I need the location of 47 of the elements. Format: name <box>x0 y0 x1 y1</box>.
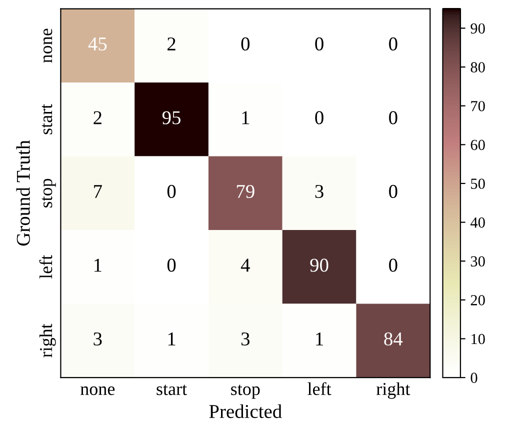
x-tick-label: start <box>156 384 187 396</box>
color-bar-label: 0 <box>470 372 478 383</box>
data-label: 7 <box>94 185 102 198</box>
data-label: 0 <box>315 111 324 124</box>
data-label: 1 <box>168 332 176 346</box>
data-label: 3 <box>94 332 102 346</box>
y-tick-label: right <box>39 324 56 358</box>
data-label: 2 <box>94 111 102 124</box>
x-tick-label: stop <box>231 384 260 399</box>
data-label: 0 <box>241 37 250 51</box>
color-bar-label: 20 <box>470 295 485 306</box>
data-label: 90 <box>310 258 328 272</box>
y-tick-label: stop <box>42 178 56 208</box>
data-label: 0 <box>167 184 176 198</box>
data-label: 0 <box>389 37 398 51</box>
color-bar-label: 50 <box>471 178 485 189</box>
color-bar-label: 60 <box>470 140 485 150</box>
data-label: 95 <box>162 111 180 124</box>
data-label: 3 <box>241 332 250 346</box>
color-bar-label: 40 <box>470 217 485 228</box>
x-tick-label: right <box>376 382 410 399</box>
data-label: 0 <box>389 184 398 198</box>
data-label: 3 <box>315 184 324 198</box>
color-bar-label: 80 <box>470 62 485 72</box>
x-tick-label: left <box>308 382 332 396</box>
data-label: 1 <box>316 332 323 346</box>
data-label: 79 <box>236 184 254 198</box>
data-label: 84 <box>384 332 403 346</box>
data-label: 4 <box>240 258 250 272</box>
y-tick-label: start <box>42 104 52 134</box>
y-axis-title: Ground Truth <box>16 140 30 246</box>
color-bar-label: 30 <box>470 256 485 267</box>
data-label: 1 <box>94 258 102 272</box>
y-tick-label: left <box>39 254 52 279</box>
data-label: 1 <box>242 111 250 124</box>
data-label: 0 <box>315 37 324 51</box>
x-axis-title: Predicted <box>209 404 282 418</box>
color-bar-label: 70 <box>471 100 485 112</box>
data-label: 45 <box>88 38 107 51</box>
data-label: 0 <box>389 111 398 124</box>
x-tick-label: none <box>80 386 115 396</box>
data-label: 0 <box>167 258 176 272</box>
color-bar-label: 10 <box>472 334 485 344</box>
data-label: 0 <box>389 258 398 272</box>
color-bar-label: 90 <box>470 23 485 34</box>
y-tick-label: none <box>44 28 52 63</box>
data-label: 2 <box>168 37 176 50</box>
